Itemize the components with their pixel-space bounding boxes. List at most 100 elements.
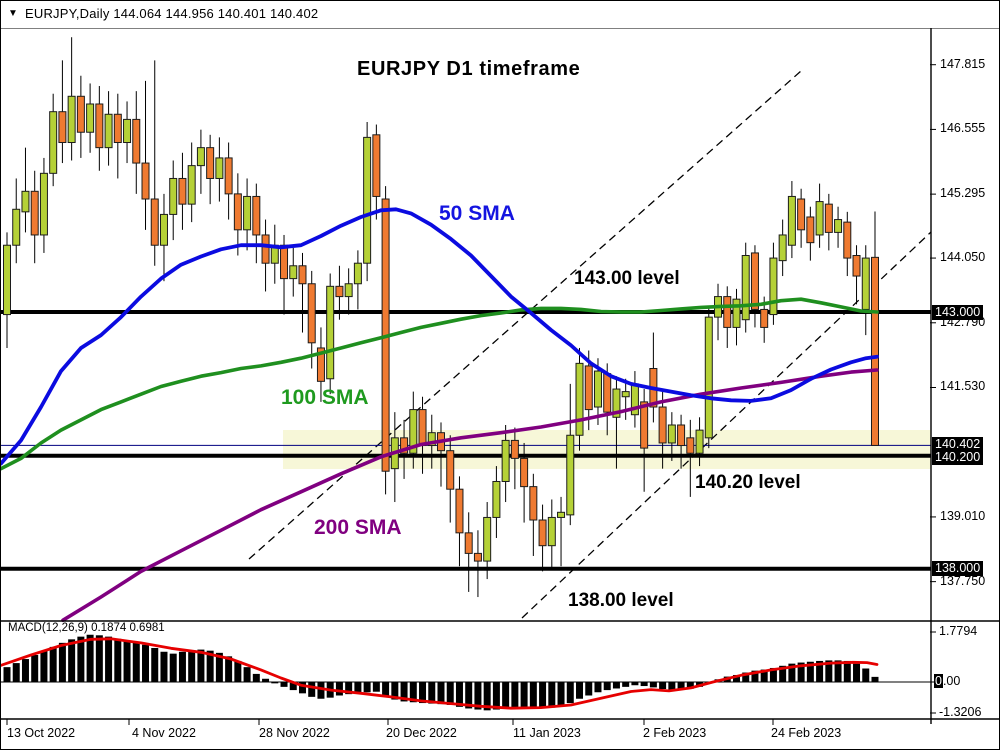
candle-body — [566, 434, 575, 516]
sma100-line — [1, 297, 879, 471]
candle-body — [704, 316, 713, 439]
macd-histogram-bar — [640, 682, 648, 687]
macd-histogram-bar — [474, 682, 482, 710]
support-zone — [283, 430, 931, 469]
candle-body — [141, 162, 150, 200]
price-axis-tag: 143.000 — [932, 305, 984, 320]
macd-histogram-bar — [86, 634, 94, 682]
candle-body — [95, 103, 104, 149]
macd-histogram-bar — [308, 682, 316, 697]
candle-body — [243, 195, 252, 231]
candle-body — [787, 195, 796, 246]
candle-body — [104, 113, 113, 149]
macd-histogram-bar — [243, 667, 251, 682]
level-14020-annotation: 140.20 level — [695, 472, 801, 493]
macd-histogram-bar — [280, 682, 288, 687]
macd-histogram-bar — [446, 682, 454, 705]
candle-body — [483, 516, 492, 562]
candle-body — [298, 265, 307, 285]
date-axis-label: 28 Nov 2022 — [259, 726, 330, 740]
macd-histogram-bar — [178, 651, 186, 682]
macd-histogram-bar — [677, 682, 685, 690]
macd-histogram-bar — [3, 667, 11, 682]
macd-histogram-bar — [335, 682, 343, 696]
macd-histogram-bar — [95, 635, 103, 682]
macd-histogram-bar — [492, 682, 500, 710]
macd-histogram-bar — [649, 682, 657, 688]
candle-body — [123, 118, 132, 144]
macd-histogram-bar — [298, 682, 306, 694]
candle-body — [640, 401, 649, 449]
price-axis-tag: 140.200 — [932, 450, 984, 465]
macd-axis-label: -1.3206 — [939, 705, 982, 719]
macd-histogram-bar — [123, 640, 131, 682]
macd-histogram-bar — [529, 682, 537, 708]
macd-histogram-bar — [49, 646, 57, 682]
macd-histogram-bar — [557, 682, 565, 707]
candle-body — [806, 216, 815, 244]
candle-body — [3, 244, 11, 316]
sma200-line — [61, 368, 879, 623]
candle-body — [326, 285, 335, 380]
candle-body — [769, 257, 778, 316]
symbol-dropdown-icon[interactable]: ▼ — [8, 8, 18, 19]
candle-body — [612, 388, 621, 418]
candle-body — [750, 252, 759, 310]
macd-histogram-bar — [40, 650, 48, 682]
candle-body — [520, 457, 529, 488]
price-axis-tag: 140.402 — [932, 437, 984, 452]
candle-body — [695, 429, 704, 454]
price-axis-label: 144.050 — [940, 250, 986, 264]
macd-histogram-bar — [806, 661, 814, 682]
candle-body — [593, 370, 602, 408]
candle-body — [280, 244, 289, 280]
macd-histogram-bar — [345, 682, 353, 695]
candle-body — [400, 437, 409, 454]
macd-histogram-bar — [21, 659, 29, 682]
candle-body — [473, 552, 482, 562]
candle-body — [150, 198, 159, 246]
candle-body — [418, 409, 427, 447]
candle-body — [335, 285, 344, 298]
candle-body — [363, 136, 372, 264]
macd-histogram-bar — [391, 682, 399, 700]
candle-body — [353, 262, 362, 285]
level-143-annotation: 143.00 level — [574, 268, 680, 289]
candle-body — [446, 450, 455, 490]
candle-body — [21, 190, 30, 213]
macd-histogram-bar — [603, 682, 611, 691]
macd-histogram-bar — [428, 682, 436, 704]
candle-body — [316, 347, 325, 382]
macd-histogram-bar — [511, 682, 519, 708]
date-axis-label: 11 Jan 2023 — [513, 726, 581, 740]
candle-body — [547, 516, 556, 547]
date-axis-label: 2 Feb 2023 — [643, 726, 707, 740]
candle-body — [815, 201, 824, 236]
candle-body — [233, 193, 242, 231]
date-axis-label: 24 Feb 2023 — [771, 726, 842, 740]
macd-histogram-bar — [188, 650, 196, 682]
macd-histogram-bar — [151, 647, 159, 682]
macd-histogram-bar — [252, 673, 260, 682]
candle-body — [67, 95, 76, 144]
candle-body — [159, 213, 168, 246]
macd-histogram-bar — [585, 682, 593, 696]
price-axis-label: 141.530 — [940, 379, 986, 393]
macd-histogram-bar — [520, 682, 528, 708]
macd-histogram-bar — [400, 682, 408, 702]
candle-body — [252, 195, 261, 236]
candle-body — [132, 118, 141, 164]
macd-histogram-bar — [77, 636, 85, 682]
candle-body — [621, 391, 630, 398]
macd-axis-label: 0.00 — [934, 674, 961, 688]
macd-histogram-bar — [206, 650, 214, 682]
candle-body — [224, 157, 233, 195]
candle-body — [584, 365, 593, 411]
macd-histogram-bar — [234, 660, 242, 682]
macd-histogram-bar — [409, 682, 417, 703]
macd-histogram-bar — [732, 674, 740, 682]
candle-body — [12, 208, 21, 246]
candle-body — [39, 172, 48, 236]
